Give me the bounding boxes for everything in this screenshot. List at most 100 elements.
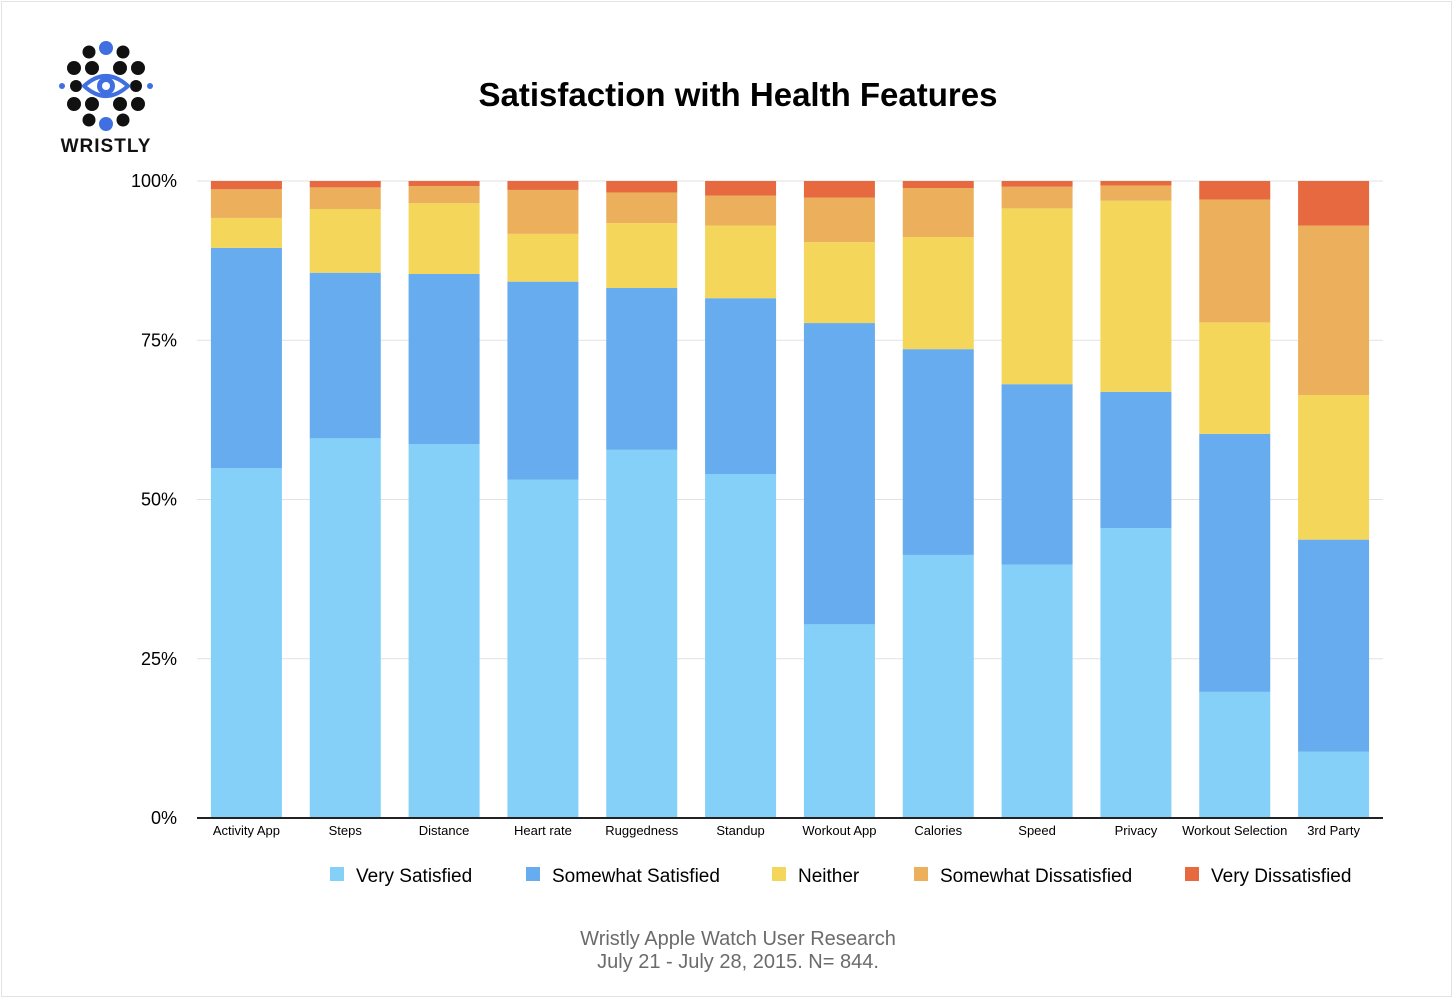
bar-segment [1199, 322, 1271, 434]
bar-segment [705, 474, 777, 818]
bar-segment [309, 272, 381, 439]
x-category-label: Workout Selection [1182, 823, 1287, 838]
bar-segment [309, 438, 381, 818]
chart-title: Satisfaction with Health Features [478, 76, 998, 113]
bar-segment [606, 192, 678, 224]
bar-segment [902, 181, 974, 189]
y-tick-label: 50% [141, 490, 177, 510]
bar-segment [507, 479, 579, 818]
legend-label: Very Dissatisfied [1211, 866, 1351, 887]
bar-segment [1199, 433, 1271, 692]
footer-dates: July 21 - July 28, 2015. N= 844. [597, 951, 879, 973]
bar-segment [902, 349, 974, 555]
bar-segment [507, 281, 579, 480]
bar-segment [309, 187, 381, 210]
x-category-label: 3rd Party [1307, 823, 1360, 838]
bar-segment [1199, 181, 1271, 200]
bar-segment [210, 217, 282, 248]
bar-segment [1100, 185, 1172, 201]
legend-swatch [772, 867, 786, 881]
bar-segment [1298, 539, 1370, 752]
bar-segment [803, 181, 875, 198]
logo-text: WRISTLY [60, 136, 152, 157]
bar-segment [606, 288, 678, 450]
bar-segment [1001, 181, 1073, 187]
y-tick-label: 0% [151, 808, 177, 828]
legend: Very Satisfied Somewhat Satisfied Neither S… [330, 866, 1351, 887]
bar-segment [408, 203, 480, 275]
y-tick-label: 75% [141, 330, 177, 350]
legend-label: Somewhat Satisfied [552, 866, 720, 887]
footer-source: Wristly Apple Watch User Research [580, 928, 896, 950]
bar-segment [408, 444, 480, 818]
x-category-label: Ruggedness [605, 823, 678, 838]
bar-segment [210, 189, 282, 218]
legend-label: Very Satisfied [356, 866, 472, 887]
legend-swatch [914, 867, 928, 881]
bar-segment [507, 189, 579, 234]
bar-segment [606, 181, 678, 193]
x-category-label: Privacy [1115, 823, 1158, 838]
bar-segment [1001, 564, 1073, 818]
y-tick-label: 25% [141, 649, 177, 669]
bar-segment [705, 181, 777, 196]
bar-segment [507, 233, 579, 282]
bar-segment [1100, 528, 1172, 818]
x-category-label: Activity App [213, 823, 280, 838]
bar-segment [1298, 751, 1370, 818]
bar-segment [803, 242, 875, 324]
y-axis-ticks: 0% 25% 50% 75% 100% [131, 171, 177, 828]
bar-segment [705, 195, 777, 226]
bar-segment [1001, 208, 1073, 385]
legend-swatch [1185, 867, 1199, 881]
bar-segment [1298, 395, 1370, 540]
x-category-label: Calories [914, 823, 962, 838]
bar-segment [408, 181, 480, 187]
bar-segment [309, 181, 381, 188]
bar-segment [803, 624, 875, 818]
legend-label: Somewhat Dissatisfied [940, 866, 1132, 887]
bar-segment [1298, 181, 1370, 226]
wristly-logo: WRISTLY [56, 38, 156, 158]
bar-segment [902, 237, 974, 350]
x-category-label: Steps [329, 823, 363, 838]
bar-segment [902, 188, 974, 238]
bar-segment [606, 449, 678, 818]
bar-segment [1100, 391, 1172, 529]
x-category-label: Heart rate [514, 823, 572, 838]
bar-segment [210, 181, 282, 190]
bar-segment [705, 298, 777, 475]
bar-segment [1298, 225, 1370, 396]
legend-label: Neither [798, 866, 860, 887]
bar-segment [1100, 200, 1172, 392]
category-labels: Activity App Steps Distance Heart rate Rugge… [213, 823, 1361, 838]
x-category-label: Speed [1018, 823, 1056, 838]
bar-segment [210, 468, 282, 818]
gridlines [197, 180, 1383, 660]
bar-segment [803, 323, 875, 625]
bar-segment [1001, 186, 1073, 209]
bar-segment [408, 186, 480, 204]
bar-segment [309, 209, 381, 273]
bar-segment [1100, 181, 1172, 186]
legend-swatch [526, 867, 540, 881]
x-category-label: Distance [419, 823, 470, 838]
bar-segment [210, 247, 282, 469]
bar-segment [705, 225, 777, 299]
bar-segment [902, 554, 974, 818]
x-category-label: Workout App [802, 823, 876, 838]
bar-segment [803, 197, 875, 243]
eye-dots-logo-icon [59, 41, 153, 131]
bar-segment [1001, 384, 1073, 565]
bar-segment [606, 223, 678, 289]
bars [210, 181, 1370, 818]
legend-swatch [330, 867, 344, 881]
bar-segment [408, 274, 480, 445]
x-category-label: Standup [716, 823, 764, 838]
bar-segment [1199, 691, 1271, 818]
bar-segment [1199, 199, 1271, 323]
bar-segment [507, 181, 579, 190]
y-tick-label: 100% [131, 171, 177, 191]
